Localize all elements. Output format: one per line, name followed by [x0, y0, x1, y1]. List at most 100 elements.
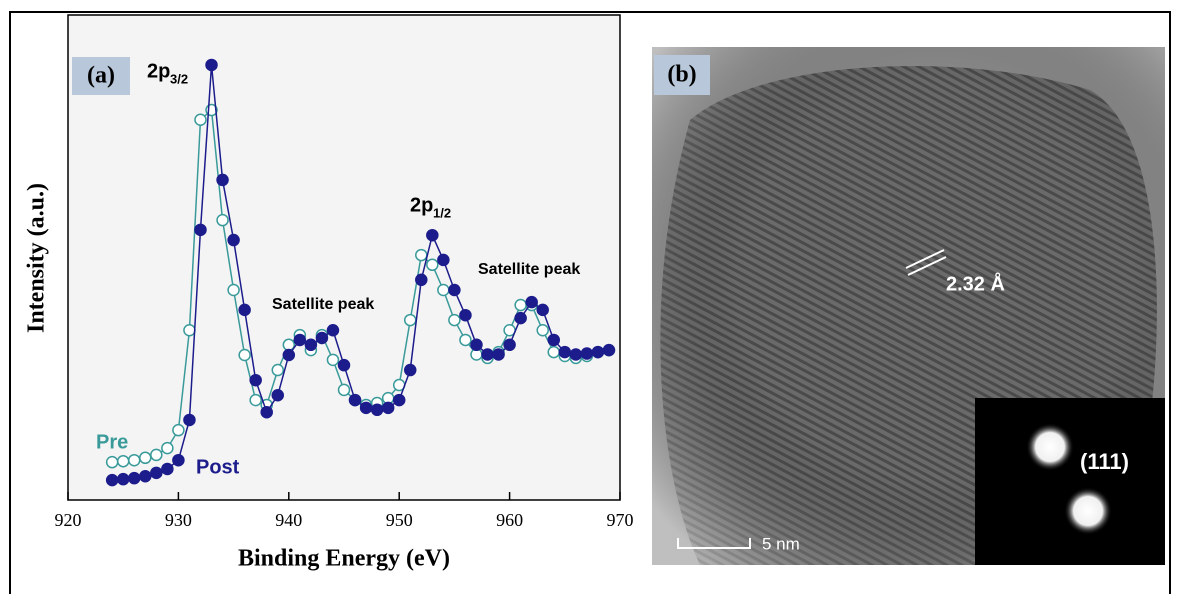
data-point [503, 338, 516, 352]
data-point [271, 363, 285, 377]
x-tick-label: 970 [607, 510, 634, 530]
scale-bar-label: 5 nm [762, 534, 800, 553]
data-point [150, 466, 163, 480]
data-point [183, 324, 196, 337]
data-point [205, 58, 218, 72]
data-point [315, 331, 329, 345]
data-point [459, 308, 472, 322]
data-point [392, 393, 406, 407]
diffraction-spot [1064, 487, 1112, 535]
data-point [337, 383, 351, 397]
data-point [514, 311, 527, 325]
scale-bar [677, 538, 751, 549]
figure-border [9, 11, 1171, 594]
annotation-sub: 3/2 [170, 71, 188, 86]
fringe-marker [905, 249, 945, 269]
data-point [249, 393, 262, 407]
diffraction-spot [1026, 423, 1074, 471]
series-label: Pre [96, 431, 128, 453]
data-point [448, 283, 461, 297]
data-point [271, 388, 285, 402]
data-point [525, 295, 538, 309]
data-point [547, 345, 561, 359]
panel-label: (b) [667, 62, 696, 88]
data-point [139, 451, 152, 465]
annotation: Satellite peak [272, 296, 374, 313]
data-point [337, 358, 351, 372]
x-tick-label: 920 [55, 510, 82, 530]
data-point [326, 324, 340, 337]
data-point [227, 283, 240, 297]
diffraction-inset [975, 398, 1165, 565]
data-point [127, 453, 141, 467]
data-point [161, 441, 174, 455]
data-point [348, 393, 362, 407]
data-point [481, 348, 494, 361]
panel-label-box [72, 57, 130, 95]
data-point [370, 403, 384, 417]
data-point [194, 113, 207, 127]
data-point [249, 373, 262, 387]
plot-area [67, 14, 621, 501]
data-point [558, 345, 572, 359]
data-point [536, 324, 549, 337]
data-point [227, 233, 240, 247]
inset-label: (111) [1080, 449, 1129, 474]
data-point [403, 313, 417, 327]
data-point [437, 253, 450, 267]
data-point [139, 469, 152, 483]
x-tick-label: 960 [496, 510, 523, 530]
annotation-sub: 1/2 [433, 205, 451, 220]
data-point [238, 303, 251, 317]
data-point [326, 353, 340, 367]
panel-label-box [654, 55, 710, 95]
data-point [172, 423, 185, 437]
data-point [359, 401, 373, 415]
data-point [116, 454, 130, 468]
annotation: 2p [410, 194, 433, 216]
data-point [238, 348, 251, 362]
data-point [514, 298, 527, 312]
spacing-label: 2.32 Å [946, 271, 1005, 295]
data-point [381, 401, 395, 415]
data-point [127, 471, 141, 485]
data-point [161, 462, 174, 476]
data-point [172, 453, 185, 467]
data-point [216, 173, 229, 187]
y-axis-label: Intensity (a.u.) [24, 183, 50, 333]
data-point [194, 223, 207, 237]
data-point [216, 213, 229, 227]
data-point [437, 283, 450, 297]
data-point [116, 472, 130, 486]
x-tick-label: 950 [386, 510, 413, 530]
data-point [470, 338, 483, 352]
data-point [569, 348, 583, 361]
data-point [580, 347, 594, 360]
data-point [459, 333, 472, 347]
annotation: 2p [147, 60, 170, 82]
series-label: Post [196, 456, 240, 478]
data-point [415, 248, 428, 262]
data-point [492, 348, 505, 361]
data-point [260, 405, 273, 419]
x-tick-label: 930 [165, 510, 192, 530]
x-axis-label: Binding Energy (eV) [238, 546, 450, 572]
data-point [105, 473, 119, 487]
data-point [183, 413, 196, 427]
data-point [304, 338, 318, 352]
data-point [282, 348, 296, 362]
data-point [591, 345, 605, 359]
data-point [150, 448, 163, 462]
data-point [403, 363, 417, 377]
data-point [426, 228, 439, 242]
data-point [426, 258, 439, 272]
x-tick-label: 940 [275, 510, 302, 530]
data-point [105, 455, 119, 469]
data-point [547, 333, 561, 347]
data-point [536, 303, 549, 317]
data-point [448, 313, 461, 327]
data-point [602, 343, 616, 357]
data-point [415, 273, 428, 287]
series-line [112, 64, 610, 481]
